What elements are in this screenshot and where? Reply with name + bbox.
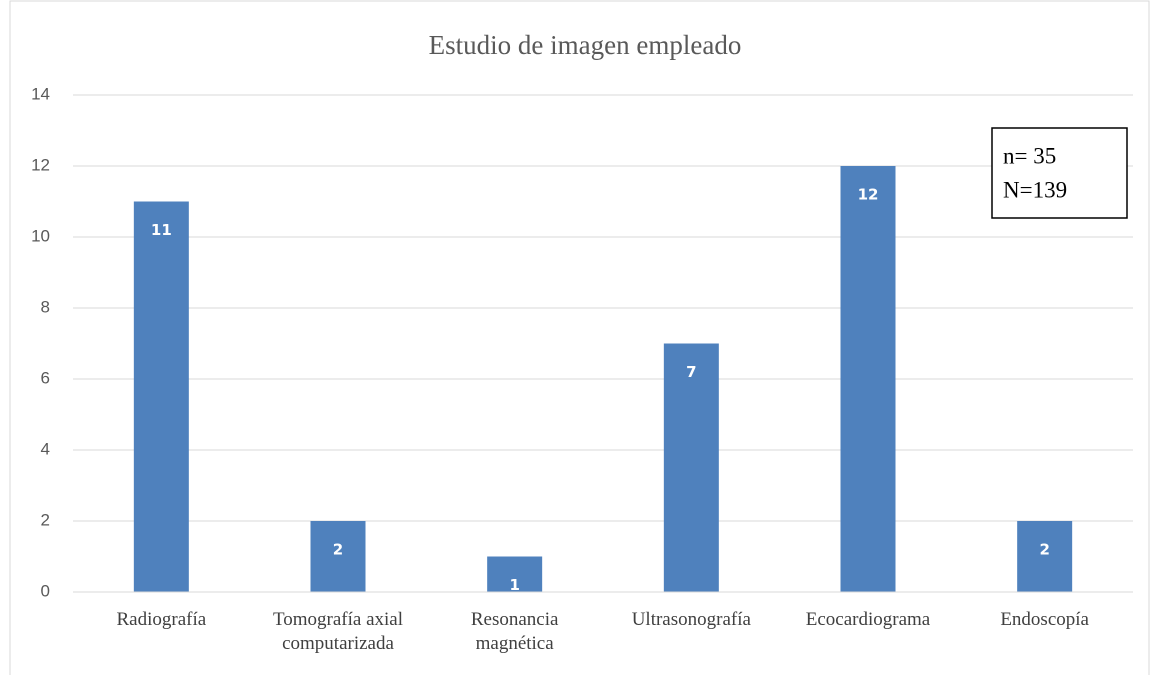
bar [840,166,896,592]
bar [487,556,543,592]
x-tick-label: Ultrasonografía [631,609,751,630]
x-tick-label: Tomografía axial computarizada [272,609,404,654]
bar [310,521,366,592]
bar [663,343,719,592]
bar [1017,521,1073,592]
data-label: 7 [686,363,696,381]
x-tick-label: Ecocardiograma [805,609,931,630]
annotation-box [991,127,1128,219]
y-tick-label: 6 [41,368,50,387]
y-tick-label: 4 [41,439,50,458]
chart-border [9,0,1150,675]
bar [133,201,189,592]
chart-title: Estudio de imagen empleado [429,30,742,60]
data-label: 12 [858,186,879,204]
data-label: 2 [1039,541,1049,559]
annotation: n= 35 [1003,143,1056,168]
annotation: N=139 [1003,177,1067,202]
data-label: 1 [509,576,519,594]
data-label: 2 [333,541,343,559]
data-label: 11 [151,221,172,239]
y-tick-label: 2 [41,510,50,529]
y-tick-label: 0 [41,581,50,600]
x-tick-label: Radiografía [116,609,207,630]
y-tick-label: 12 [31,155,50,174]
y-tick-label: 8 [41,297,50,316]
x-tick-label: Resonancia magnética [470,609,559,654]
y-tick-label: 14 [31,84,50,103]
x-tick-label: Endoscopía [1000,609,1089,630]
y-tick-label: 10 [31,226,50,245]
